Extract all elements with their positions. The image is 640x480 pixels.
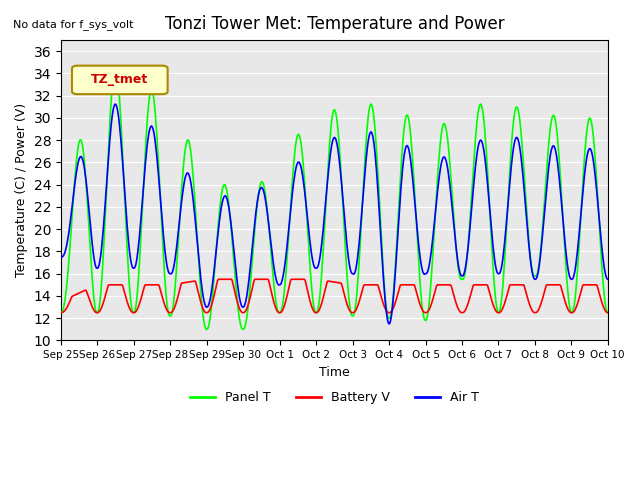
FancyBboxPatch shape — [72, 66, 168, 94]
Title: Tonzi Tower Met: Temperature and Power: Tonzi Tower Met: Temperature and Power — [164, 15, 504, 33]
Text: No data for f_sys_volt: No data for f_sys_volt — [13, 19, 133, 30]
Y-axis label: Temperature (C) / Power (V): Temperature (C) / Power (V) — [15, 103, 28, 277]
Legend: Panel T, Battery V, Air T: Panel T, Battery V, Air T — [185, 386, 484, 409]
X-axis label: Time: Time — [319, 366, 350, 379]
Text: TZ_tmet: TZ_tmet — [91, 73, 148, 86]
